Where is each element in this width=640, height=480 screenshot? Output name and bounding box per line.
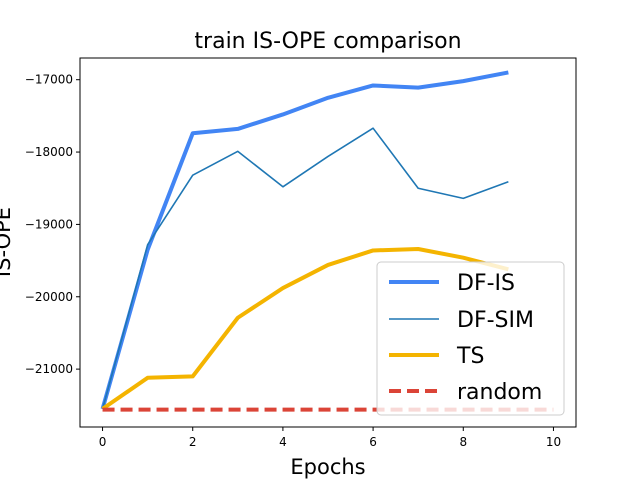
x-axis-ticks: 0 2 4 6 8 10 [99, 427, 561, 449]
y-tick-label: −20000 [25, 290, 73, 304]
y-tick-label: −19000 [25, 217, 73, 231]
x-tick-label: 8 [459, 435, 467, 449]
legend-label-random: random [457, 380, 542, 405]
plot-frame [79, 57, 577, 428]
series-line-df-is [100, 70, 509, 410]
x-tick-label: 2 [189, 435, 197, 449]
y-axis-label: IS-OPE [0, 207, 15, 277]
series-line-ts [101, 247, 509, 411]
y-tick-label: −21000 [25, 362, 73, 376]
legend-label-df-sim: DF-SIM [457, 308, 534, 333]
x-axis-label: Epochs [290, 455, 365, 479]
legend: DF-IS DF-SIM TS random [376, 261, 565, 416]
x-tick-label: 0 [99, 435, 107, 449]
legend-label-df-is: DF-IS [457, 271, 515, 296]
y-tick-label: −17000 [25, 73, 73, 87]
x-tick-label: 4 [279, 435, 287, 449]
legend-box [376, 261, 565, 416]
chart-title: train IS-OPE comparison [194, 29, 461, 54]
y-axis-ticks: −21000 −20000 −19000 −18000 −17000 [25, 73, 80, 376]
legend-label-ts: TS [456, 344, 484, 369]
y-tick-label: −18000 [25, 145, 73, 159]
x-tick-label: 10 [546, 435, 561, 449]
series-layer [100, 70, 554, 412]
series-line-df-sim [101, 127, 509, 410]
x-tick-label: 6 [369, 435, 377, 449]
